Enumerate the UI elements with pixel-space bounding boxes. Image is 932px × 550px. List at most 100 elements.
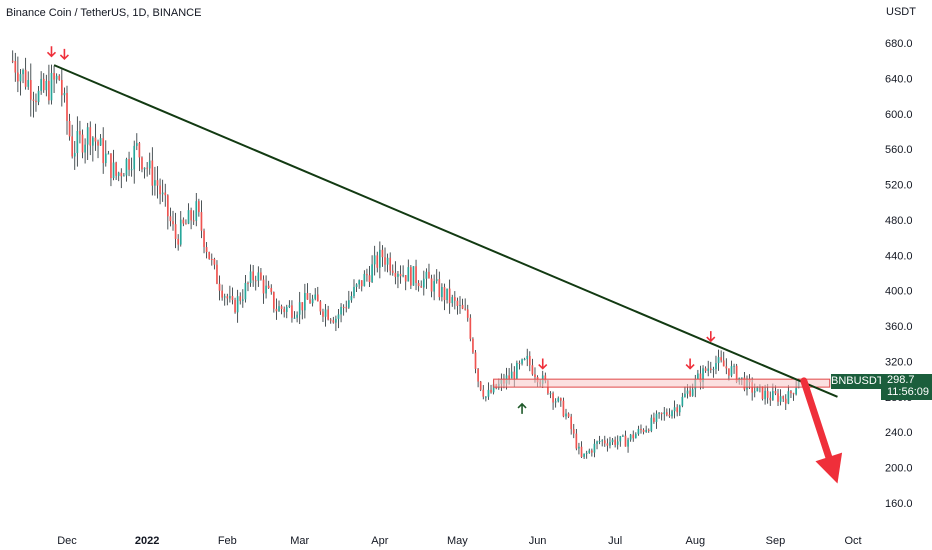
candle-up	[655, 413, 658, 422]
candle-down	[231, 295, 234, 300]
candle-down	[216, 264, 218, 284]
candle-down	[203, 230, 205, 248]
candle-down	[301, 302, 304, 311]
rejection-arrow-down	[46, 46, 57, 58]
candle-down	[213, 259, 216, 265]
candle-up	[76, 130, 79, 154]
candle-up	[92, 137, 94, 146]
candle-down	[42, 78, 45, 91]
y-tick-label: 240.0	[885, 427, 913, 439]
candle-down	[71, 136, 74, 157]
x-tick-label: Jun	[529, 535, 547, 547]
candle-up	[112, 162, 115, 179]
candle-up	[363, 273, 366, 287]
candle-down	[24, 69, 27, 87]
last-price-badge: 298.7 11:56:09	[881, 374, 932, 400]
candle-down	[417, 283, 420, 287]
candle-up	[691, 389, 694, 396]
candle-down	[479, 381, 482, 390]
candle-down	[273, 292, 275, 309]
candle-down	[474, 352, 477, 369]
candle-up	[373, 255, 376, 265]
candle-down	[720, 357, 722, 361]
y-tick-label: 320.0	[885, 356, 913, 368]
candle-down	[508, 375, 510, 379]
candle-up	[565, 413, 567, 417]
candle-down	[513, 371, 516, 379]
candle-up	[634, 434, 637, 439]
candle-up	[236, 296, 239, 313]
candle-down	[709, 368, 712, 371]
candle-down	[784, 398, 787, 404]
candle-up	[99, 138, 102, 146]
candle-down	[35, 100, 37, 103]
candle-up	[143, 167, 146, 170]
x-tick-label: Aug	[685, 535, 705, 547]
candle-up	[521, 359, 523, 364]
arrow-head	[815, 452, 843, 484]
x-tick-label: Feb	[218, 535, 237, 547]
candle-up	[585, 452, 588, 454]
candle-down	[666, 412, 668, 415]
candle-up	[671, 411, 673, 417]
candle-down	[575, 433, 578, 449]
candle-up	[717, 357, 720, 364]
candle-down	[283, 309, 286, 312]
candle-down	[790, 391, 792, 394]
candle-down	[477, 368, 479, 382]
candle-down	[456, 300, 459, 306]
rejection-arrow-down	[685, 358, 695, 370]
candle-up	[187, 210, 190, 224]
x-tick-label: 2022	[135, 535, 159, 547]
candle-down	[102, 138, 105, 164]
candle-up	[84, 144, 86, 153]
candle-up	[588, 450, 591, 453]
candle-down	[430, 278, 433, 292]
candle-up	[412, 266, 415, 286]
candle-up	[50, 72, 53, 101]
candle-down	[769, 397, 772, 401]
candle-up	[627, 439, 629, 447]
symbol-badge: BNBUSDT	[831, 374, 884, 389]
candle-down	[570, 416, 573, 430]
candle-up	[598, 441, 601, 443]
candle-down	[151, 160, 154, 186]
candle-up	[516, 362, 518, 379]
candle-up	[407, 267, 410, 282]
candle-down	[239, 296, 242, 301]
candle-up	[355, 284, 358, 287]
candle-down	[192, 220, 195, 222]
candle-down	[182, 219, 185, 224]
candle-down	[208, 252, 211, 260]
candle-up	[730, 366, 733, 376]
candle-up	[702, 368, 704, 383]
y-tick-label: 480.0	[885, 215, 913, 227]
candle-down	[366, 273, 368, 276]
candle-down	[376, 255, 379, 268]
bar-countdown: 11:56:09	[887, 386, 930, 398]
candle-up	[557, 398, 560, 402]
candle-down	[159, 185, 161, 195]
candle-up	[229, 295, 231, 299]
candle-down	[53, 72, 55, 80]
y-tick-label: 640.0	[885, 73, 913, 85]
candle-down	[777, 393, 779, 402]
time-axis: Dec 2022 Feb Mar Apr May Jun Jul Aug Sep Oct	[57, 535, 861, 547]
candle-down	[562, 400, 565, 417]
candle-down	[399, 273, 402, 277]
candle-up	[658, 412, 660, 414]
candle-down	[280, 306, 283, 310]
candle-up	[425, 271, 428, 279]
candle-up	[681, 396, 684, 406]
candle-down	[81, 134, 84, 153]
arrow-shaft	[800, 377, 833, 461]
candle-down	[97, 141, 99, 146]
candle-up	[629, 434, 632, 440]
candle-down	[120, 172, 123, 177]
candle-up	[223, 296, 226, 298]
candle-up	[107, 153, 110, 155]
candle-up	[549, 393, 552, 395]
candle-up	[324, 309, 327, 317]
candle-up	[135, 143, 138, 146]
